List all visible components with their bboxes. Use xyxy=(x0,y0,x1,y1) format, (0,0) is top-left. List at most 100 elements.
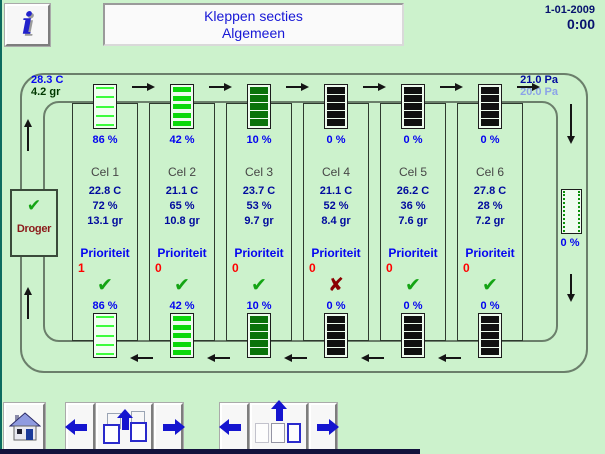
cell-column: 0 % Cel 5 26.2 C 36 % 7.6 gr Prioriteit … xyxy=(380,84,446,358)
valve-slat xyxy=(173,121,191,126)
valve-slat xyxy=(173,341,191,347)
next-screen-button[interactable] xyxy=(154,403,185,451)
cell-status-icon: ✔ xyxy=(97,275,113,296)
dryer-box[interactable]: ✔ Droger xyxy=(10,189,58,257)
valve-slat xyxy=(481,332,499,339)
cell-column: 10 % Cel 3 23.7 C 53 % 9.7 gr Prioriteit… xyxy=(226,84,292,358)
prev-section-button[interactable] xyxy=(218,403,249,451)
flow-arrow-up xyxy=(24,287,32,319)
cell-priority-label: Prioriteit xyxy=(234,246,284,260)
valve-slat xyxy=(173,350,191,355)
valve-slat xyxy=(96,343,114,346)
valve-slat xyxy=(173,95,191,101)
valve-slat xyxy=(173,104,191,109)
valve-slat xyxy=(96,316,114,318)
valve-slat xyxy=(404,103,422,110)
page-title-line2: Algemeen xyxy=(221,25,286,41)
cell-priority-label: Prioriteit xyxy=(388,246,438,260)
valve-slat xyxy=(327,111,345,118)
valve-slat xyxy=(327,316,345,323)
valve-slat xyxy=(173,324,191,330)
sections-row-up-icon xyxy=(253,400,305,445)
cell-bottom-valve-percent: 0 % xyxy=(403,300,423,312)
valve-slat xyxy=(481,316,499,323)
valve-slat xyxy=(173,333,191,338)
cell-status-icon: ✘ xyxy=(328,275,344,296)
valve-slat xyxy=(96,114,114,117)
page-title: Kleppen secties Algemeen xyxy=(103,3,404,46)
flow-arrow-right xyxy=(209,83,232,91)
valve-slat xyxy=(481,324,499,331)
cell-priority-value: 0 xyxy=(232,261,239,275)
screen-overview-button[interactable] xyxy=(96,403,153,451)
valve-slat xyxy=(404,316,422,323)
cell-bottom-valve-percent: 42 % xyxy=(169,300,195,312)
cell-humidity: 28 % xyxy=(477,200,503,212)
cell-humidity: 53 % xyxy=(246,200,272,212)
cell-status-icon: ✔ xyxy=(174,275,190,296)
next-section-button[interactable] xyxy=(309,403,339,451)
pressure-setpoint: 20.0 Pa xyxy=(520,86,558,98)
cell-bottom-valve xyxy=(247,313,271,358)
cell-top-valve-percent: 42 % xyxy=(169,134,195,146)
valve-slat xyxy=(404,324,422,331)
cell-bottom-valve xyxy=(478,313,502,358)
valve-slat xyxy=(173,112,191,118)
info-icon: i xyxy=(21,7,34,42)
cell-humidity: 72 % xyxy=(92,200,118,212)
valve-slat xyxy=(96,334,114,337)
cell-priority-label: Prioriteit xyxy=(157,246,207,260)
valve-slat xyxy=(250,340,268,347)
cell-temperature: 23.7 C xyxy=(242,185,276,197)
home-button[interactable] xyxy=(4,403,45,451)
cell-column: 0 % Cel 6 27.8 C 28 % 7.2 gr Prioriteit … xyxy=(457,84,523,358)
flow-arrow-right xyxy=(286,83,309,91)
cell-moisture: 13.1 gr xyxy=(87,215,123,227)
valve-slat xyxy=(173,316,191,321)
flow-arrow-right xyxy=(440,83,463,91)
home-icon xyxy=(8,412,41,441)
cell-moisture: 8.4 gr xyxy=(321,215,351,227)
cell-top-valve xyxy=(170,84,194,129)
cell-column: 42 % Cel 2 21.1 C 65 % 10.8 gr Prioritei… xyxy=(149,84,215,358)
flow-arrow-up xyxy=(24,119,32,151)
valve-slat xyxy=(404,87,422,94)
cell-status-icon: ✔ xyxy=(405,275,421,296)
cell-status-icon: ✔ xyxy=(251,275,267,296)
valve-slat xyxy=(404,111,422,118)
cell-bottom-valve-percent: 86 % xyxy=(92,300,118,312)
cell-column: 86 % Cel 1 22.8 C 72 % 13.1 gr Prioritei… xyxy=(72,84,138,358)
valve-slat xyxy=(327,332,345,339)
valve-slat xyxy=(250,103,268,110)
cell-name: Cel 4 xyxy=(321,165,350,179)
valve-slat xyxy=(404,340,422,347)
supply-readout: 28.3 C 4.2 gr xyxy=(31,74,63,98)
valve-slat xyxy=(481,340,499,347)
valve-slat xyxy=(250,87,268,94)
pressure-actual: 21.0 Pa xyxy=(520,74,558,86)
cell-priority-value: 0 xyxy=(155,261,162,275)
valve-slat xyxy=(404,332,422,339)
prev-screen-button[interactable] xyxy=(64,403,95,451)
info-button[interactable]: i xyxy=(5,4,50,46)
valve-slat xyxy=(327,340,345,347)
section-overview-button[interactable] xyxy=(250,400,308,451)
valve-slat xyxy=(327,119,345,126)
date-label: 1-01-2009 xyxy=(544,4,595,16)
supply-temperature: 28.3 C xyxy=(31,74,64,86)
arrow-right-icon xyxy=(317,418,339,435)
cell-bottom-valve-percent: 10 % xyxy=(246,300,272,312)
valve-slat xyxy=(327,324,345,331)
valve-slat xyxy=(481,95,499,102)
flow-arrow-left xyxy=(438,354,461,362)
cell-priority-value: 1 xyxy=(78,261,85,275)
flow-arrow-right xyxy=(132,83,155,91)
valve-slat xyxy=(481,87,499,94)
valve-slat xyxy=(250,95,268,102)
pressure-readout: 21.0 Pa 20.0 Pa xyxy=(478,74,558,98)
valve-slat xyxy=(481,348,499,355)
cell-humidity: 36 % xyxy=(400,200,426,212)
cell-bottom-valve xyxy=(401,313,425,358)
cell-priority-label: Prioriteit xyxy=(80,246,130,260)
cell-top-valve xyxy=(401,84,425,129)
